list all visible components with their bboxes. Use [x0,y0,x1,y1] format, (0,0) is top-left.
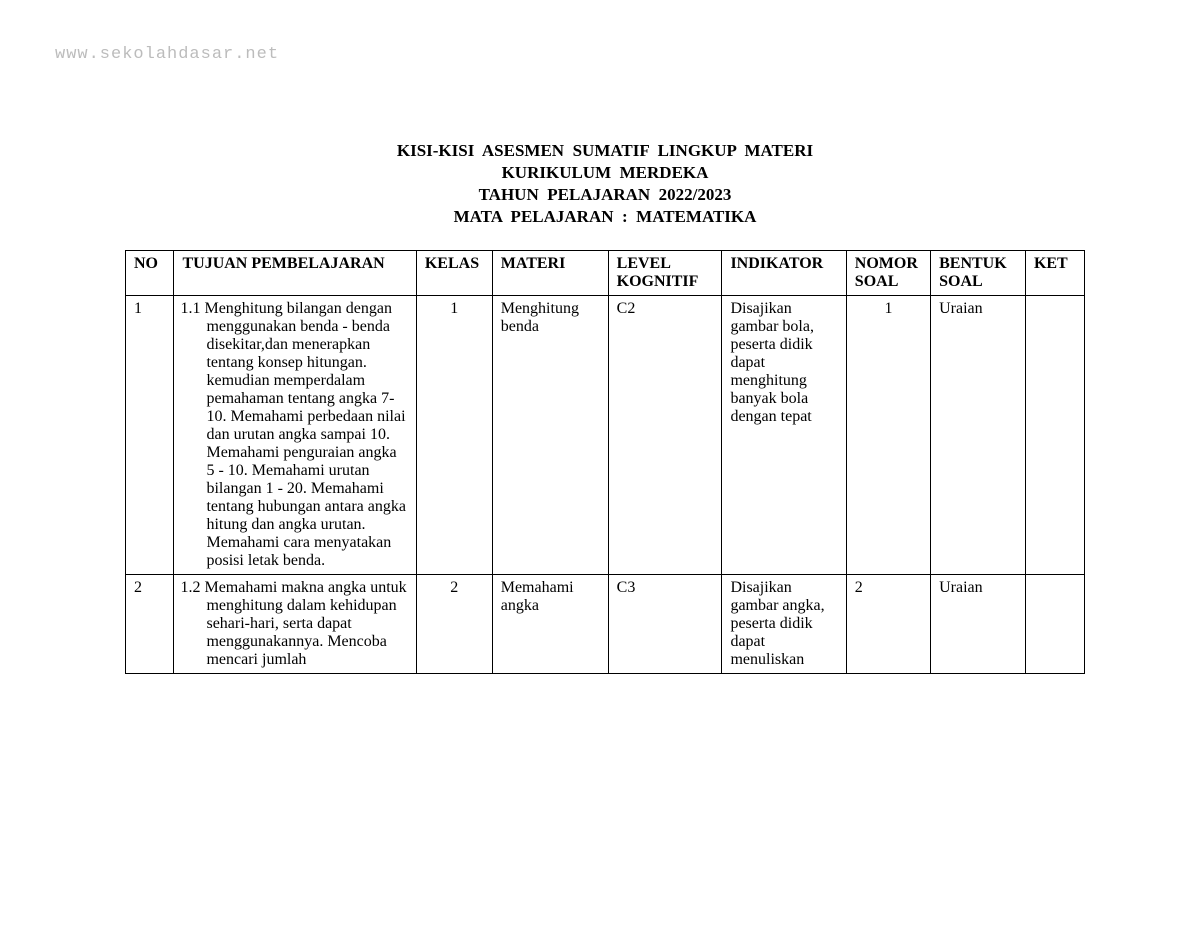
table-row: 1 1.1 Menghitung bilangan dengan menggun… [126,296,1085,575]
cell-no: 2 [126,575,174,674]
cell-tujuan: 1.1 Menghitung bilangan dengan menggunak… [174,296,416,575]
col-header-no: NO [126,251,174,296]
cell-nomor: 1 [846,296,930,575]
cell-level: C3 [608,575,722,674]
col-header-nomor: NOMOR SOAL [846,251,930,296]
cell-kelas: 2 [416,575,492,674]
document-page: KISI-KISI ASESMEN SUMATIF LINGKUP MATERI… [0,0,1200,674]
watermark-text: www.sekolahdasar.net [55,45,279,64]
cell-tujuan: 1.2 Memahami makna angka untuk menghitun… [174,575,416,674]
cell-tujuan-text: 1.1 Menghitung bilangan dengan menggunak… [180,300,407,570]
cell-bentuk: Uraian [931,296,1026,575]
col-header-materi: MATERI [492,251,608,296]
cell-ket [1025,296,1084,575]
cell-indikator: Disajikan gambar angka, peserta didik da… [722,575,846,674]
table-row: 2 1.2 Memahami makna angka untuk menghit… [126,575,1085,674]
col-header-bentuk: BENTUK SOAL [931,251,1026,296]
cell-indikator: Disajikan gambar bola, peserta didik dap… [722,296,846,575]
cell-tujuan-text: 1.2 Memahami makna angka untuk menghitun… [180,579,407,669]
cell-materi: Menghitung benda [492,296,608,575]
title-block: KISI-KISI ASESMEN SUMATIF LINGKUP MATERI… [125,140,1085,228]
title-line-1: KISI-KISI ASESMEN SUMATIF LINGKUP MATERI [125,140,1085,162]
cell-no: 1 [126,296,174,575]
title-line-4: MATA PELAJARAN : MATEMATIKA [125,206,1085,228]
table-header-row: NO TUJUAN PEMBELAJARAN KELAS MATERI LEVE… [126,251,1085,296]
title-line-3: TAHUN PELAJARAN 2022/2023 [125,184,1085,206]
kisi-kisi-table: NO TUJUAN PEMBELAJARAN KELAS MATERI LEVE… [125,250,1085,674]
cell-ket [1025,575,1084,674]
col-header-kelas: KELAS [416,251,492,296]
col-header-indikator: INDIKATOR [722,251,846,296]
cell-kelas: 1 [416,296,492,575]
cell-nomor: 2 [846,575,930,674]
cell-level: C2 [608,296,722,575]
title-line-2: KURIKULUM MERDEKA [125,162,1085,184]
cell-materi: Memahami angka [492,575,608,674]
col-header-tujuan: TUJUAN PEMBELAJARAN [174,251,416,296]
cell-bentuk: Uraian [931,575,1026,674]
col-header-level: LEVEL KOGNITIF [608,251,722,296]
col-header-ket: KET [1025,251,1084,296]
